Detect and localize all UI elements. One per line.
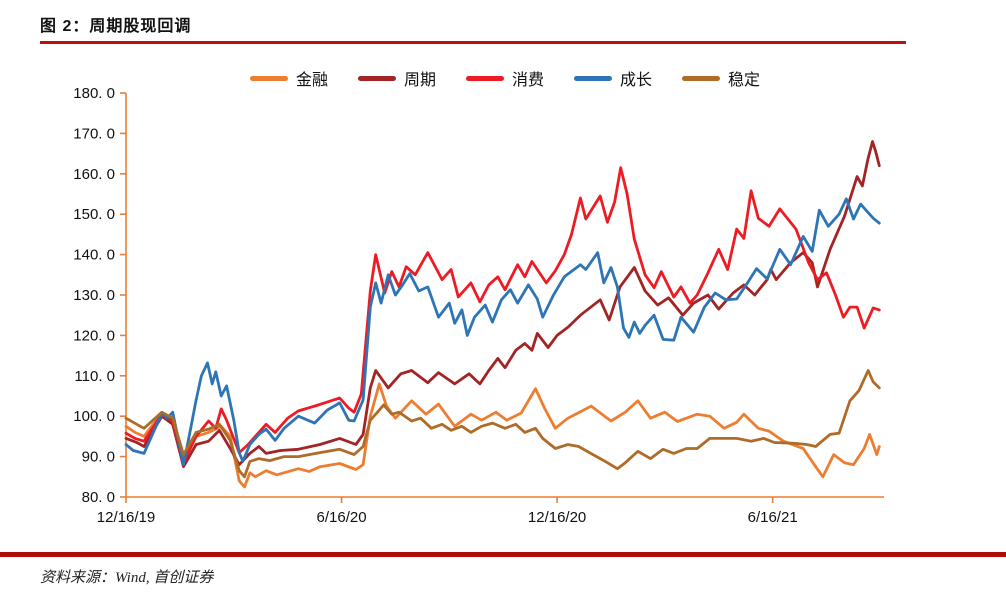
y-tick-label: 140. 0 bbox=[73, 247, 115, 264]
y-tick-label: 160. 0 bbox=[73, 166, 115, 183]
series-line-growth bbox=[124, 197, 881, 467]
chart-legend: 金融 周期 消费 成长 稳定 bbox=[126, 66, 884, 90]
x-tick-label: 6/16/21 bbox=[748, 509, 798, 526]
legend-item-growth: 成长 bbox=[574, 66, 652, 90]
legend-swatch-consumer bbox=[465, 75, 504, 81]
y-tick-label: 180. 0 bbox=[73, 85, 115, 102]
y-tick-label: 90. 0 bbox=[82, 449, 115, 466]
figure-title: 图 2：周期股现回调 bbox=[40, 18, 192, 35]
y-tick-label: 170. 0 bbox=[73, 125, 115, 142]
y-tick-label: 130. 0 bbox=[73, 287, 115, 304]
legend-item-cyclical: 周期 bbox=[357, 66, 436, 90]
series-line-stable bbox=[124, 369, 881, 479]
data-source-note: 资料来源：Wind, 首创证券 bbox=[40, 570, 214, 586]
x-tick-label: 6/16/20 bbox=[317, 509, 367, 526]
footer-divider-rule bbox=[0, 552, 1006, 557]
series-line-cyclical bbox=[124, 140, 881, 469]
legend-label-consumer: 消费 bbox=[511, 72, 544, 89]
legend-item-stable: 稳定 bbox=[682, 66, 760, 90]
title-divider-rule bbox=[40, 41, 906, 44]
series-line-consumer bbox=[124, 166, 881, 465]
legend-label-growth: 成长 bbox=[620, 72, 653, 89]
legend-label-stable: 稳定 bbox=[728, 72, 761, 89]
y-tick-label: 150. 0 bbox=[73, 206, 115, 223]
legend-item-finance: 金融 bbox=[249, 66, 328, 90]
legend-swatch-growth bbox=[574, 75, 612, 81]
x-tick-label: 12/16/19 bbox=[97, 509, 155, 526]
legend-swatch-finance bbox=[249, 75, 288, 81]
legend-label-cyclical: 周期 bbox=[403, 72, 436, 89]
legend-swatch-cyclical bbox=[357, 75, 396, 81]
legend-label-finance: 金融 bbox=[295, 72, 328, 89]
legend-swatch-stable bbox=[682, 75, 721, 81]
y-tick-label: 100. 0 bbox=[73, 408, 115, 425]
y-tick-label: 120. 0 bbox=[73, 327, 115, 344]
x-tick-label: 12/16/20 bbox=[528, 509, 586, 526]
y-tick-label: 110. 0 bbox=[74, 368, 115, 385]
legend-item-consumer: 消费 bbox=[465, 66, 544, 90]
y-tick-label: 80. 0 bbox=[82, 489, 115, 506]
